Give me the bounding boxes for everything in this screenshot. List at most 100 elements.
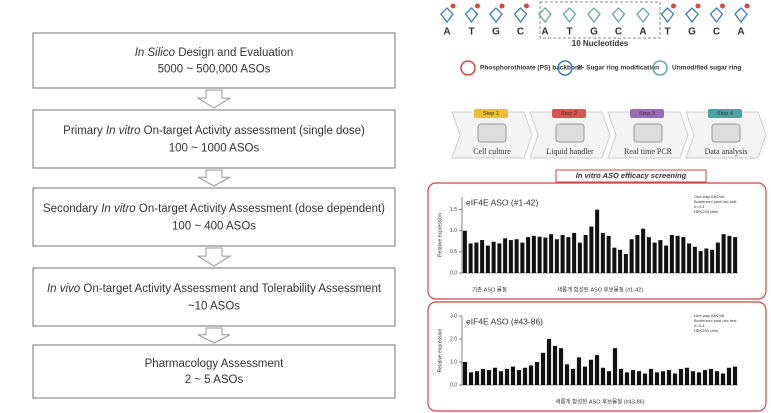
bar bbox=[485, 245, 490, 273]
bar bbox=[623, 254, 628, 273]
chart-title: eIF4E ASO (#43-86) bbox=[466, 316, 543, 326]
step-box bbox=[32, 32, 396, 89]
bar bbox=[687, 243, 692, 273]
bar bbox=[510, 366, 516, 385]
bar bbox=[526, 237, 531, 273]
gap-label: 10 Nucleotides bbox=[572, 39, 629, 48]
nucleotide bbox=[636, 7, 650, 24]
nucleotide bbox=[660, 7, 675, 24]
y-tick-label: 2.0 bbox=[450, 336, 457, 342]
bar bbox=[618, 368, 624, 385]
step-count: 5000 ~ 500,000 ASOs bbox=[158, 63, 271, 75]
bar bbox=[486, 370, 492, 385]
bar bbox=[672, 373, 678, 385]
step-title: Primary In vitro On-target Activity asse… bbox=[63, 125, 365, 137]
y-label: Relative expression bbox=[437, 213, 443, 257]
title-part: In Silico bbox=[135, 47, 176, 59]
y-tick-label: 0.0 bbox=[450, 270, 457, 276]
bar bbox=[648, 368, 654, 385]
bar bbox=[684, 367, 690, 385]
step-count: 100 ~ 400 ASOs bbox=[172, 220, 256, 232]
bar bbox=[546, 339, 552, 385]
bar bbox=[503, 238, 508, 273]
ps-mark bbox=[744, 3, 750, 9]
step-box bbox=[32, 267, 396, 327]
bar bbox=[462, 230, 467, 273]
screening-tag bbox=[555, 169, 707, 183]
title-part: In vitro bbox=[106, 125, 141, 137]
y-tick-label: 1.5 bbox=[450, 207, 457, 213]
nucleotide bbox=[464, 7, 479, 24]
bar bbox=[504, 368, 510, 385]
instrument bbox=[555, 123, 585, 143]
bar bbox=[702, 370, 708, 385]
title-part: In vitro bbox=[101, 203, 136, 215]
ps-mark bbox=[720, 3, 725, 9]
base: G bbox=[492, 27, 500, 38]
base: A bbox=[639, 27, 646, 38]
bar bbox=[514, 239, 519, 273]
down-arrow bbox=[197, 169, 231, 187]
nucleotide bbox=[685, 7, 699, 24]
chart-note: One-way ANOVA bbox=[694, 313, 725, 318]
step-title: Pharmacology Assessment bbox=[145, 358, 285, 370]
bar bbox=[576, 357, 582, 385]
bar bbox=[516, 370, 522, 385]
bar bbox=[554, 239, 559, 273]
title-part: In vivo bbox=[47, 283, 81, 295]
base: A bbox=[443, 27, 450, 38]
bar bbox=[588, 359, 594, 385]
title-part: Pharmacology Assessment bbox=[145, 358, 285, 370]
base: T bbox=[566, 27, 572, 38]
nucleotide bbox=[538, 7, 552, 24]
bar bbox=[522, 367, 528, 385]
bar bbox=[583, 235, 588, 273]
base: T bbox=[664, 27, 670, 38]
bar bbox=[720, 373, 726, 385]
bar bbox=[641, 228, 646, 273]
chart-title: eIF4E ASO (#1-42) bbox=[466, 197, 538, 207]
bar bbox=[708, 368, 714, 385]
bar bbox=[531, 235, 536, 273]
bar bbox=[710, 249, 715, 273]
bar bbox=[468, 372, 474, 385]
chart-note: HEK293 cells bbox=[694, 209, 718, 214]
bar bbox=[629, 239, 634, 273]
bar bbox=[508, 240, 513, 273]
step-box bbox=[32, 344, 396, 399]
title-part: On-target Activity Assessment (dose depe… bbox=[136, 203, 385, 215]
bar bbox=[600, 232, 605, 273]
bar bbox=[543, 237, 548, 273]
title-part: On-target Activity assessment (single do… bbox=[140, 125, 365, 137]
base: C bbox=[713, 27, 720, 38]
bar bbox=[474, 242, 479, 273]
base: T bbox=[468, 27, 474, 38]
y-label: Relative expression bbox=[437, 328, 443, 372]
step-label: Liquid handler bbox=[546, 147, 594, 156]
nucleotide bbox=[562, 7, 577, 24]
bar bbox=[492, 367, 498, 385]
step-label: Cell culture bbox=[473, 147, 511, 156]
bar bbox=[566, 237, 571, 273]
title-part: Secondary bbox=[43, 203, 101, 215]
bar bbox=[666, 370, 672, 385]
bar bbox=[690, 371, 696, 385]
bar bbox=[606, 235, 611, 273]
bar bbox=[658, 240, 663, 273]
bar bbox=[636, 371, 642, 385]
y-tick-label: 0.0 bbox=[450, 382, 457, 388]
chart-note: n=3-4 bbox=[694, 204, 705, 209]
bar bbox=[570, 368, 576, 385]
chart-footer: 기존 ASO 물질 bbox=[472, 285, 507, 293]
chart-note: Bonferroni post-hoc test bbox=[694, 199, 737, 204]
bar bbox=[558, 348, 564, 385]
bar bbox=[480, 240, 485, 273]
bar bbox=[692, 246, 697, 273]
down-arrow bbox=[197, 327, 231, 344]
step-title: In Silico Design and Evaluation bbox=[135, 47, 294, 59]
chart-note: HEK293 cells bbox=[694, 328, 718, 333]
chart-note: n=3-4 bbox=[694, 323, 705, 328]
bar bbox=[714, 371, 720, 385]
nucleotide bbox=[513, 7, 528, 24]
step-box bbox=[32, 109, 396, 169]
